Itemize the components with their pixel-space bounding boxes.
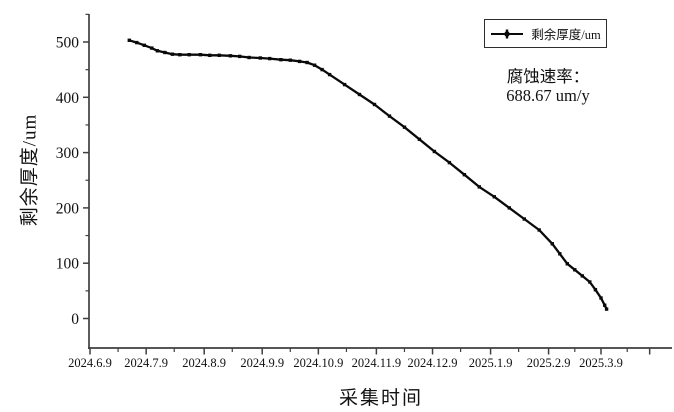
legend: 剩余厚度/um xyxy=(484,19,607,48)
series-marker xyxy=(565,262,569,266)
series-marker xyxy=(604,307,609,311)
series-marker xyxy=(163,50,167,55)
series-marker xyxy=(327,72,332,77)
series-marker xyxy=(537,228,541,232)
series-marker xyxy=(288,58,292,62)
x-tick-label: 2024.10.9 xyxy=(293,356,343,370)
y-tick-label: 300 xyxy=(56,145,80,162)
series-marker xyxy=(238,54,242,59)
series-marker xyxy=(217,53,221,57)
legend-label: 剩余厚度/um xyxy=(531,28,601,42)
line-marker-icon xyxy=(491,29,524,38)
series-marker xyxy=(279,58,283,62)
x-axis-title: 采集时间 xyxy=(338,388,423,409)
series-marker xyxy=(402,125,407,129)
series-marker xyxy=(247,55,251,60)
series-marker xyxy=(258,56,262,60)
y-axis-title: 剩余厚度/um xyxy=(19,113,41,227)
series-marker xyxy=(372,102,377,107)
x-tick-label: 2024.9.9 xyxy=(240,356,284,370)
series-marker xyxy=(507,206,511,210)
series-marker xyxy=(417,137,422,141)
series-marker xyxy=(342,82,347,87)
corrosion-rate-title: 腐蚀速率： xyxy=(506,67,590,86)
series-marker xyxy=(312,63,317,67)
x-tick-label: 2024.6.9 xyxy=(68,356,112,370)
x-tick-label: 2024.7.9 xyxy=(124,356,168,370)
y-tick-label: 100 xyxy=(56,256,80,273)
series-marker xyxy=(558,252,562,256)
series-marker xyxy=(208,53,212,57)
series-marker xyxy=(268,56,272,61)
x-tick-label: 2024.8.9 xyxy=(182,356,226,370)
series-marker xyxy=(297,59,302,64)
series-marker xyxy=(588,280,592,284)
y-tick-label: 400 xyxy=(56,90,80,107)
x-tick-label: 2024.11.9 xyxy=(352,356,402,370)
series-marker xyxy=(187,53,191,57)
series-marker xyxy=(178,53,182,57)
series-marker xyxy=(462,173,467,177)
series-marker xyxy=(135,40,139,45)
y-tick-label: 500 xyxy=(56,35,80,52)
series-marker xyxy=(432,149,437,154)
series-marker xyxy=(150,46,154,50)
series-marker xyxy=(550,242,554,246)
series-marker xyxy=(228,54,233,58)
series-marker xyxy=(198,53,203,57)
y-tick-label: 200 xyxy=(56,200,80,217)
y-tick-label: 0 xyxy=(71,311,79,328)
x-tick-label: 2025.3.9 xyxy=(579,356,623,370)
series-marker xyxy=(387,114,392,118)
series-marker xyxy=(357,92,362,97)
series-marker xyxy=(599,296,603,300)
corrosion-rate-value: 688.67 um/y xyxy=(506,86,590,105)
series-marker xyxy=(155,49,160,53)
series-marker xyxy=(142,43,146,47)
series-marker xyxy=(320,67,324,72)
series-marker xyxy=(447,160,452,165)
x-tick-label: 2024.12.9 xyxy=(408,356,458,370)
x-tick-label: 2025.2.9 xyxy=(527,356,571,370)
series-marker xyxy=(305,60,309,65)
corrosion-rate-annotation: 腐蚀速率： 688.67 um/y xyxy=(470,67,626,105)
series-marker xyxy=(580,274,584,278)
x-tick-label: 2025.1.9 xyxy=(469,356,513,370)
series-marker xyxy=(170,52,175,56)
series-marker xyxy=(477,185,481,189)
series-marker xyxy=(593,288,598,292)
series-marker xyxy=(522,217,526,221)
series-marker xyxy=(127,38,131,42)
series-marker xyxy=(492,195,496,199)
series-marker xyxy=(603,303,607,307)
series-marker xyxy=(573,268,577,272)
